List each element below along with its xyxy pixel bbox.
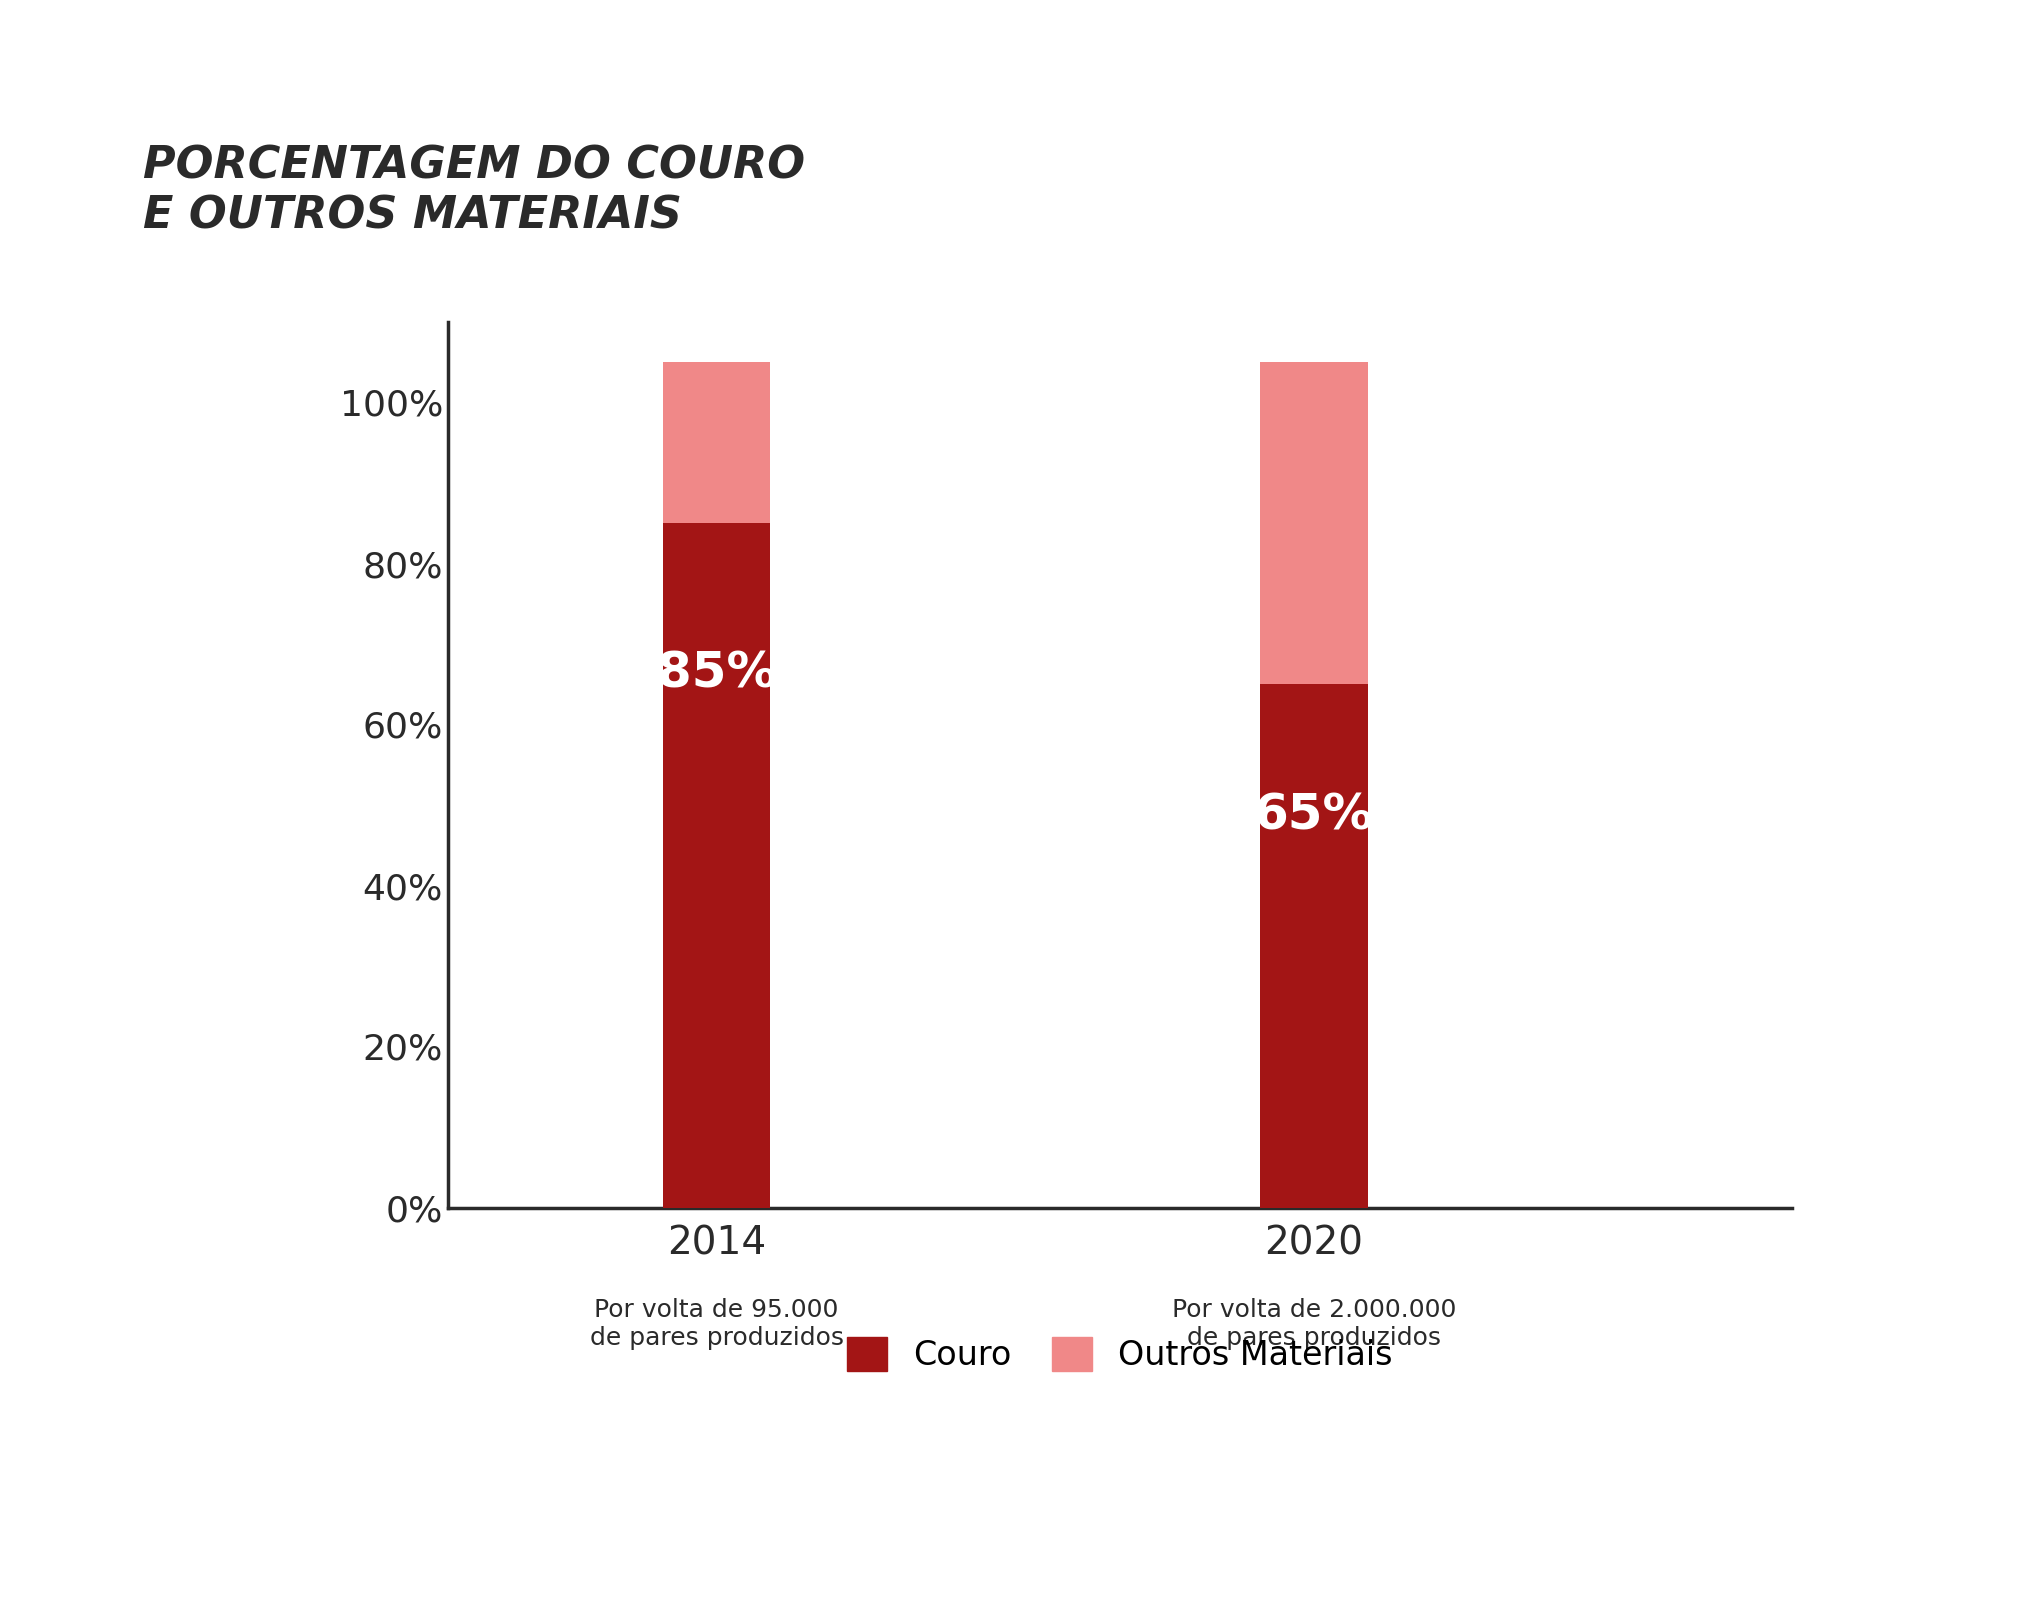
- Text: Por volta de 95.000
de pares produzidos: Por volta de 95.000 de pares produzidos: [590, 1298, 843, 1349]
- Text: 85%: 85%: [658, 650, 776, 697]
- Bar: [1260, 684, 1368, 1208]
- Bar: [664, 523, 770, 1208]
- Bar: [1260, 362, 1368, 684]
- Legend: Couro, Outros Materiais: Couro, Outros Materiais: [833, 1323, 1407, 1386]
- Bar: [664, 362, 770, 523]
- Text: Por volta de 2.000.000
de pares produzidos: Por volta de 2.000.000 de pares produzid…: [1171, 1298, 1456, 1349]
- Text: 65%: 65%: [1254, 791, 1374, 839]
- Text: PORCENTAGEM DO COURO
E OUTROS MATERIAIS: PORCENTAGEM DO COURO E OUTROS MATERIAIS: [143, 145, 804, 238]
